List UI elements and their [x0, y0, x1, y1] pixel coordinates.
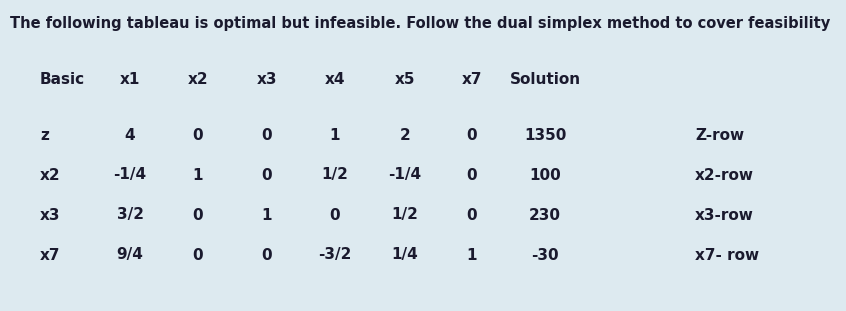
Text: 2: 2: [399, 128, 410, 142]
Text: -30: -30: [531, 248, 559, 262]
Text: -1/4: -1/4: [113, 168, 146, 183]
Text: Solution: Solution: [509, 72, 580, 87]
Text: 0: 0: [330, 207, 340, 222]
Text: 1: 1: [193, 168, 203, 183]
Text: 0: 0: [467, 207, 477, 222]
Text: x2: x2: [188, 72, 208, 87]
Text: 3/2: 3/2: [117, 207, 144, 222]
Text: 1/4: 1/4: [392, 248, 419, 262]
Text: x5: x5: [395, 72, 415, 87]
Text: 230: 230: [529, 207, 561, 222]
Text: 1/2: 1/2: [392, 207, 419, 222]
Text: 0: 0: [193, 207, 203, 222]
Text: x7: x7: [40, 248, 61, 262]
Text: -3/2: -3/2: [318, 248, 352, 262]
Text: -1/4: -1/4: [388, 168, 421, 183]
Text: 100: 100: [529, 168, 561, 183]
Text: x1: x1: [120, 72, 140, 87]
Text: x2-row: x2-row: [695, 168, 754, 183]
Text: x7: x7: [462, 72, 482, 87]
Text: 0: 0: [261, 128, 272, 142]
Text: The following tableau is optimal but infeasible. Follow the dual simplex method : The following tableau is optimal but inf…: [10, 16, 830, 31]
Text: x7- row: x7- row: [695, 248, 759, 262]
Text: 0: 0: [261, 248, 272, 262]
Text: 1: 1: [261, 207, 272, 222]
Text: 9/4: 9/4: [117, 248, 144, 262]
Text: x3: x3: [256, 72, 277, 87]
Text: 4: 4: [124, 128, 135, 142]
Text: 0: 0: [193, 248, 203, 262]
Text: Z-row: Z-row: [695, 128, 744, 142]
Text: x2: x2: [40, 168, 61, 183]
Text: 1350: 1350: [524, 128, 566, 142]
Text: x3: x3: [40, 207, 61, 222]
Text: x3-row: x3-row: [695, 207, 754, 222]
Text: 1: 1: [467, 248, 477, 262]
Text: 0: 0: [261, 168, 272, 183]
Text: 1/2: 1/2: [321, 168, 349, 183]
Text: x4: x4: [325, 72, 345, 87]
Text: Basic: Basic: [40, 72, 85, 87]
Text: 0: 0: [193, 128, 203, 142]
Text: 1: 1: [330, 128, 340, 142]
Text: z: z: [40, 128, 49, 142]
Text: 0: 0: [467, 128, 477, 142]
Text: 0: 0: [467, 168, 477, 183]
